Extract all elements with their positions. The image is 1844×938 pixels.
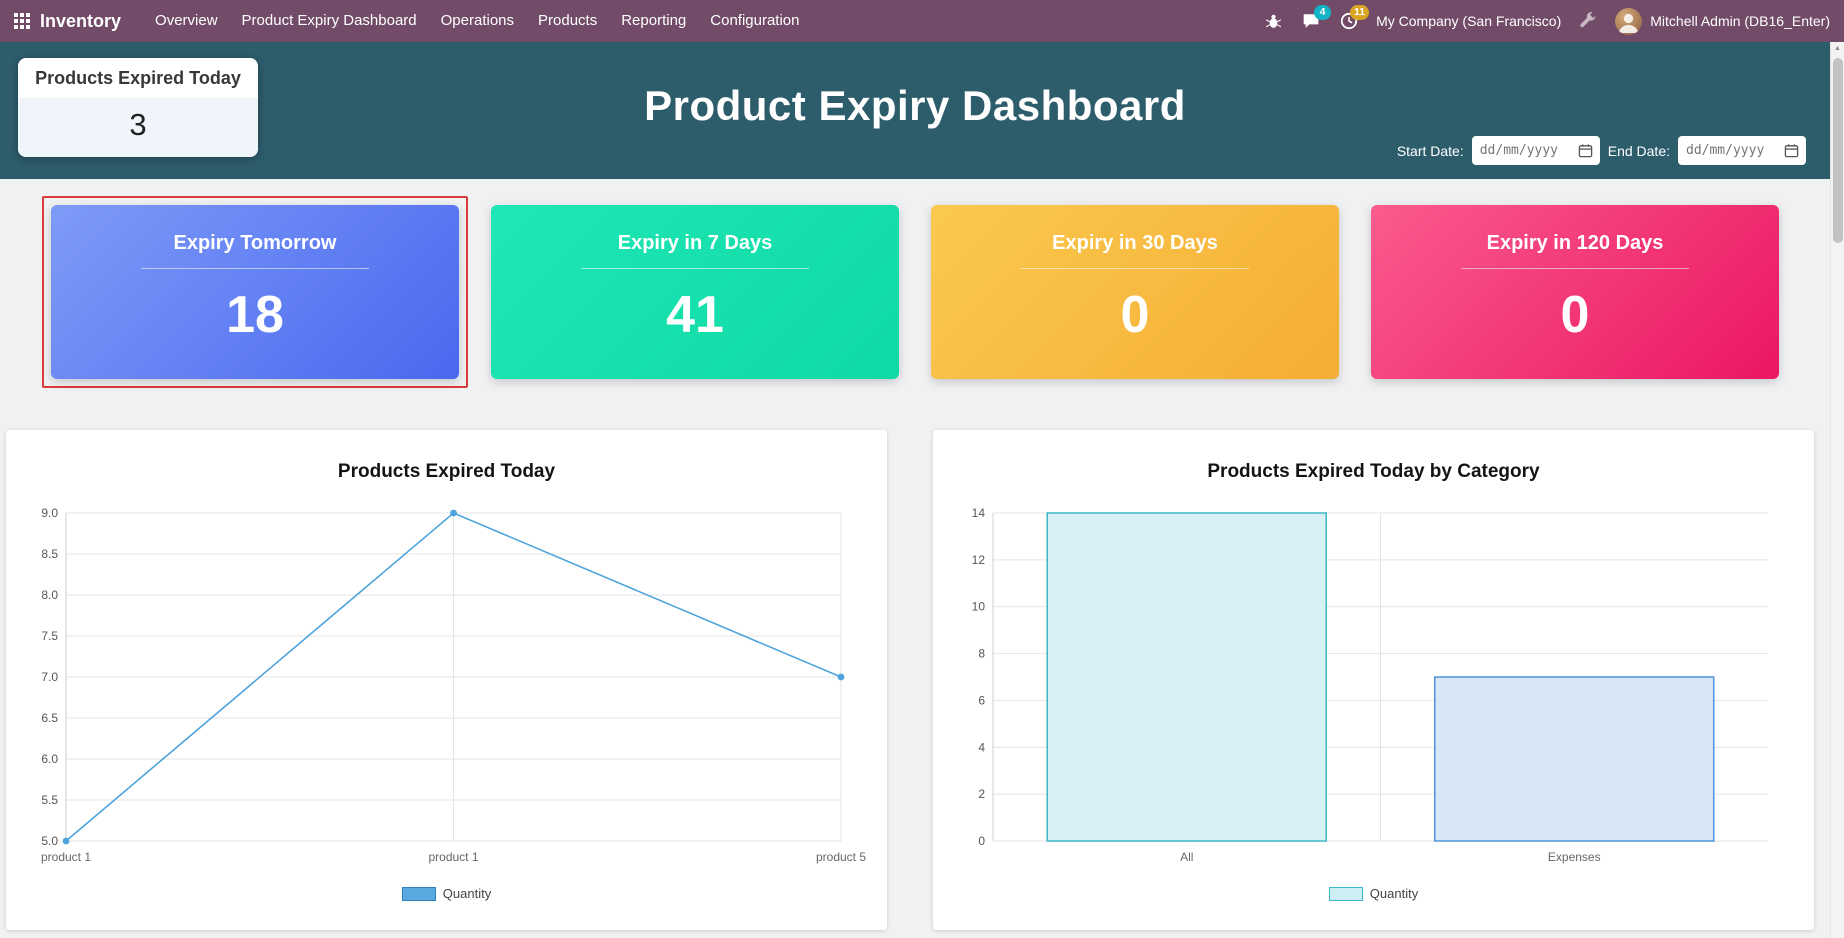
vertical-scrollbar[interactable]: ▲	[1830, 42, 1844, 938]
kpi-wrap-expiry-7-days: Expiry in 7 Days 41	[482, 196, 908, 388]
kpi-wrap-expiry-30-days: Expiry in 30 Days 0	[922, 196, 1348, 388]
activities-clock-icon[interactable]: 11	[1338, 5, 1370, 32]
svg-text:5.0: 5.0	[41, 834, 58, 848]
scroll-up-arrow[interactable]: ▲	[1834, 45, 1841, 52]
svg-text:9.0: 9.0	[41, 506, 58, 520]
end-date-label: End Date:	[1607, 142, 1670, 159]
kpi-card-expiry-30-days[interactable]: Expiry in 30 Days 0	[931, 205, 1339, 379]
kpi-wrap-expiry-120-days: Expiry in 120 Days 0	[1362, 196, 1788, 388]
end-date-input[interactable]	[1686, 136, 1778, 165]
tools-wrench-icon[interactable]	[1577, 10, 1599, 32]
messages-badge: 4	[1314, 5, 1332, 20]
kpi-value: 41	[666, 286, 724, 344]
legend-swatch	[401, 886, 436, 901]
kpi-cards-row: Expiry Tomorrow 18 Expiry in 7 Days 41 E…	[0, 196, 1830, 388]
menu-item-product-expiry-dashboard[interactable]: Product Expiry Dashboard	[241, 12, 417, 29]
chart-card-expired-today: Products Expired Today 5.0 5.5 6.0 6.5 7.0 7.…	[6, 430, 887, 930]
kpi-label: Expiry Tomorrow	[173, 232, 337, 254]
svg-text:product 5: product 5	[816, 850, 866, 864]
svg-text:12: 12	[972, 553, 986, 567]
company-switcher[interactable]: My Company (San Francisco)	[1376, 13, 1562, 29]
top-navbar: Inventory Overview Product Expiry Dashbo…	[0, 0, 1844, 42]
expired-today-value: 3	[18, 98, 258, 157]
menu-item-overview[interactable]: Overview	[155, 12, 218, 29]
svg-text:product 1: product 1	[428, 850, 478, 864]
start-date-wrap	[1471, 136, 1600, 165]
kpi-card-expiry-120-days[interactable]: Expiry in 120 Days 0	[1371, 205, 1779, 379]
svg-text:4: 4	[978, 740, 985, 754]
chart-title: Products Expired Today	[337, 461, 556, 482]
menu-item-operations[interactable]: Operations	[440, 12, 515, 29]
start-date-label: Start Date:	[1396, 142, 1464, 159]
legend-swatch	[1328, 886, 1363, 901]
svg-text:7.0: 7.0	[41, 670, 58, 684]
dashboard-header: Products Expired Today 3 Product Expiry …	[0, 42, 1830, 179]
calendar-icon[interactable]	[1784, 143, 1799, 158]
svg-text:All: All	[1180, 850, 1193, 864]
chart-title: Products Expired Today by Category	[1207, 461, 1540, 482]
line-chart-expired-today[interactable]: 5.0 5.5 6.0 6.5 7.0 7.5 8.0 8.5 9.0 product 1 prod…	[6, 503, 887, 880]
menu-item-configuration[interactable]: Configuration	[710, 12, 800, 29]
menu-item-products[interactable]: Products	[538, 12, 598, 29]
messages-icon[interactable]: 4	[1300, 5, 1332, 32]
app-brand[interactable]: Inventory	[40, 10, 122, 31]
legend-label: Quantity	[1369, 886, 1419, 901]
activities-badge: 11	[1349, 5, 1370, 20]
kpi-wrap-expiry-tomorrow: Expiry Tomorrow 18	[42, 196, 468, 388]
kpi-underline	[580, 268, 810, 269]
svg-text:7.5: 7.5	[41, 629, 58, 643]
charts-row: Products Expired Today 5.0 5.5 6.0 6.5 7.0 7.…	[0, 430, 1830, 930]
chart-legend[interactable]: Quantity	[6, 886, 887, 901]
kpi-label: Expiry in 7 Days	[617, 232, 773, 254]
chart-legend[interactable]: Quantity	[933, 886, 1814, 901]
debug-bug-icon[interactable]	[1262, 10, 1284, 32]
bar-chart-expired-by-category[interactable]: 0 2 4 6 8 10 12 14 All Expenses	[933, 503, 1814, 880]
end-date-wrap	[1678, 136, 1806, 165]
svg-text:8: 8	[978, 647, 985, 661]
kpi-card-expiry-7-days[interactable]: Expiry in 7 Days 41	[491, 205, 899, 379]
navbar-right: 4 11 My Company (San Francisco) Mitchell…	[1262, 5, 1830, 35]
legend-label: Quantity	[442, 886, 492, 901]
svg-text:6: 6	[978, 693, 985, 707]
svg-text:8.0: 8.0	[41, 588, 58, 602]
svg-text:8.5: 8.5	[41, 547, 58, 561]
kpi-underline	[1020, 268, 1250, 269]
scrollbar-thumb[interactable]	[1832, 58, 1843, 243]
svg-text:6.0: 6.0	[41, 752, 58, 766]
kpi-label: Expiry in 120 Days	[1486, 232, 1664, 254]
svg-text:product 1: product 1	[41, 850, 91, 864]
calendar-icon[interactable]	[1578, 143, 1593, 158]
products-expired-today-card[interactable]: Products Expired Today 3	[18, 58, 258, 157]
svg-text:0: 0	[978, 834, 985, 848]
svg-text:6.5: 6.5	[41, 711, 58, 725]
kpi-underline	[140, 268, 370, 269]
kpi-label: Expiry in 30 Days	[1052, 232, 1218, 254]
svg-text:5.5: 5.5	[41, 793, 58, 807]
user-menu[interactable]: Mitchell Admin (DB16_Enter)	[1615, 7, 1830, 35]
kpi-card-expiry-tomorrow[interactable]: Expiry Tomorrow 18	[51, 205, 459, 379]
date-filters: Start Date: End Date:	[1397, 136, 1806, 165]
page-title: Product Expiry Dashboard	[644, 82, 1186, 129]
main-content: Products Expired Today 3 Product Expiry …	[0, 42, 1830, 930]
chart-card-expired-by-category: Products Expired Today by Category 0 2 4 6 8…	[933, 430, 1814, 930]
expired-today-label: Products Expired Today	[35, 68, 241, 88]
kpi-value: 0	[1120, 286, 1150, 344]
main-menu: Overview Product Expiry Dashboard Operat…	[143, 0, 811, 42]
kpi-underline	[1460, 268, 1690, 269]
kpi-value: 18	[226, 286, 284, 344]
menu-item-reporting[interactable]: Reporting	[621, 12, 687, 29]
svg-text:Expenses: Expenses	[1548, 850, 1601, 864]
user-name-label: Mitchell Admin (DB16_Enter)	[1650, 13, 1830, 29]
apps-grid-icon[interactable]	[14, 13, 30, 29]
svg-text:10: 10	[972, 600, 986, 614]
start-date-input[interactable]	[1479, 136, 1572, 165]
kpi-value: 0	[1560, 286, 1590, 344]
avatar[interactable]	[1615, 7, 1643, 35]
svg-text:2: 2	[978, 787, 985, 801]
svg-text:14: 14	[972, 506, 986, 520]
